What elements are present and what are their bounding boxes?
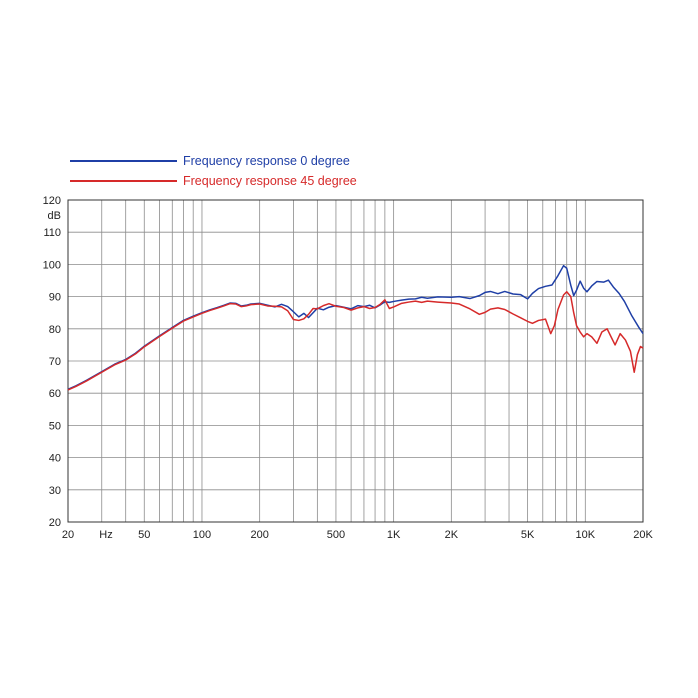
x-axis-unit-label: Hz [99,529,112,541]
series-lines [67,264,644,391]
x-tick-labels: 20 50 100 200 500 1K 2K 5K 10K 20K [62,529,654,541]
y-tick-label: 30 [49,485,61,497]
x-tick-label: 50 [138,529,150,541]
x-tick-label: 100 [193,529,211,541]
y-tick-labels: 120 110 100 90 80 70 60 50 40 30 20 [43,195,61,529]
series-line-45-degree [67,291,644,391]
y-tick-label: 20 [49,517,61,529]
x-tick-label: 20K [633,529,653,541]
y-axis-unit-label: dB [48,210,61,222]
y-tick-label: 50 [49,420,61,432]
y-tick-label: 40 [49,453,61,465]
x-tick-label: 1K [387,529,401,541]
y-tick-label: 70 [49,356,61,368]
y-tick-label: 120 [43,195,61,207]
y-tick-label: 60 [49,388,61,400]
legend: Frequency response 0 degree Frequency res… [70,154,357,188]
x-tick-label: 10K [576,529,596,541]
x-tick-label: 5K [521,529,535,541]
legend-label: Frequency response 0 degree [183,154,350,168]
y-tick-label: 100 [43,259,61,271]
x-tick-label: 2K [445,529,459,541]
y-tick-label: 90 [49,292,61,304]
plot-frame [67,199,644,523]
y-tick-label: 110 [43,227,61,239]
legend-label: Frequency response 45 degree [183,174,357,188]
y-tick-label: 80 [49,324,61,336]
x-tick-label: 20 [62,529,74,541]
x-tick-label: 500 [327,529,345,541]
x-tick-label: 200 [250,529,268,541]
